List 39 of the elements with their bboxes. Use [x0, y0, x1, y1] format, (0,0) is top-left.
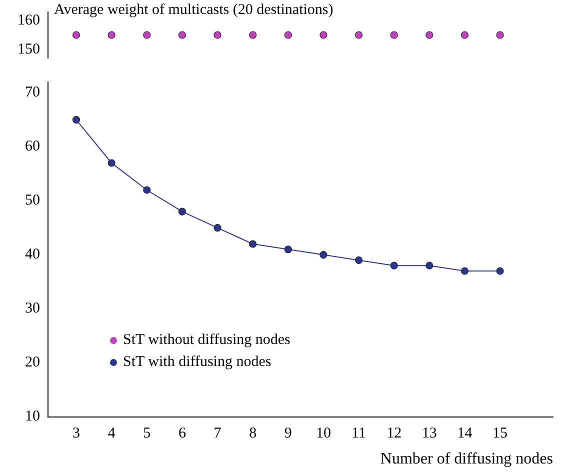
- legend-label: StT with diffusing nodes: [123, 354, 272, 370]
- point: [426, 262, 434, 270]
- x-tick-label: 9: [284, 426, 292, 442]
- y-tick-label: 160: [18, 12, 40, 29]
- point: [214, 224, 222, 232]
- x-tick-label: 14: [457, 426, 473, 442]
- x-tick-label: 5: [143, 426, 151, 442]
- y-tick-label: 60: [25, 138, 40, 155]
- point: [496, 267, 504, 275]
- point: [284, 246, 292, 254]
- y-tick-label: 10: [25, 408, 40, 425]
- point: [460, 267, 469, 275]
- x-tick-label: 7: [214, 426, 222, 442]
- x-tick-label: 13: [422, 426, 437, 442]
- point: [143, 186, 151, 194]
- x-tick-label: 3: [72, 426, 80, 442]
- y-tick-label: 20: [25, 354, 40, 371]
- y-tick-label: 30: [25, 300, 40, 317]
- y-axis-title: Average weight of multicasts (20 destinations): [54, 2, 334, 18]
- point: [320, 251, 328, 259]
- x-tick-label: 11: [352, 426, 366, 442]
- x-tick-label: 4: [108, 426, 116, 442]
- legend-label: StT without diffusing nodes: [123, 332, 290, 348]
- x-tick-label: 10: [316, 426, 331, 442]
- y-tick-label: 70: [25, 84, 40, 101]
- x-tick-label: 12: [386, 426, 402, 442]
- point: [72, 116, 80, 124]
- point: [178, 208, 186, 216]
- x-axis-title: Number of diffusing nodes: [380, 450, 553, 468]
- point: [354, 256, 363, 264]
- x-tick-label: 6: [178, 426, 186, 442]
- y-tick-label: 50: [25, 192, 40, 209]
- point: [249, 240, 257, 248]
- point: [390, 262, 398, 270]
- x-tick-label: 15: [492, 426, 508, 442]
- y-tick-label: 40: [25, 246, 40, 263]
- point: [108, 159, 116, 167]
- x-tick-label: 8: [249, 426, 257, 442]
- y-tick-label: 150: [18, 41, 40, 58]
